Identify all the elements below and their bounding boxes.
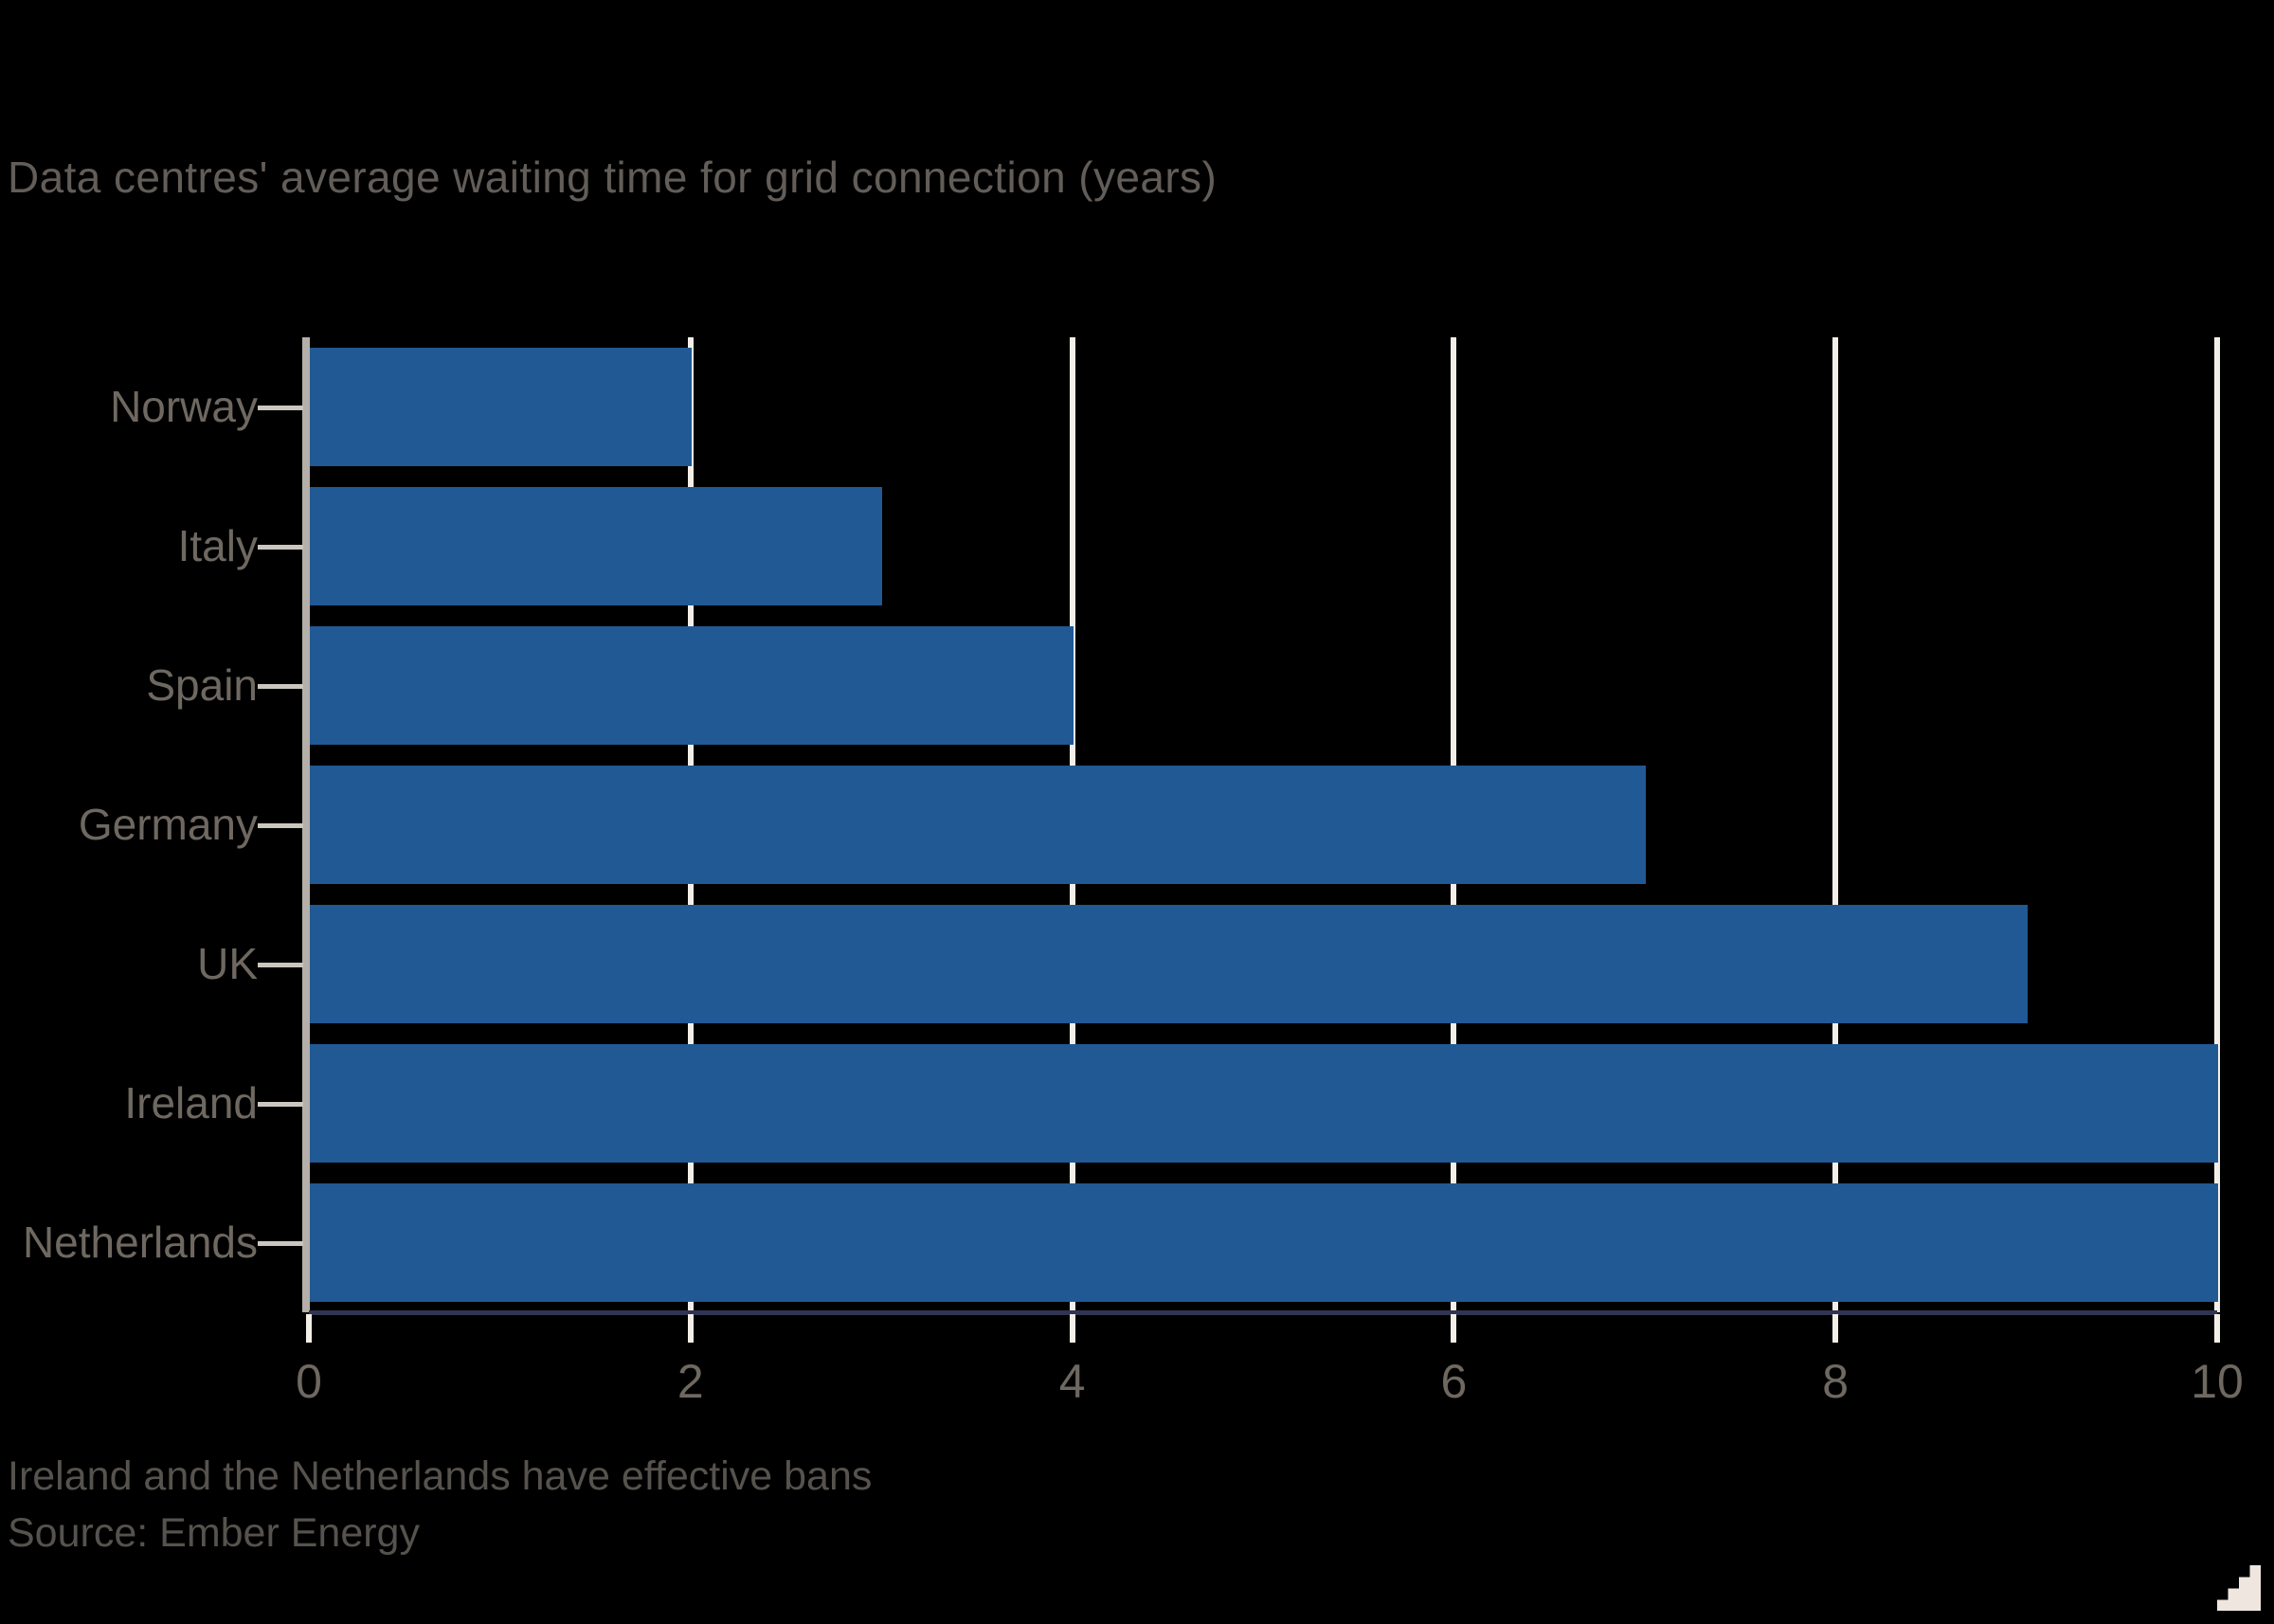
category-tick-netherlands	[258, 1240, 303, 1246]
x-axis-tick-label-6: 6	[1440, 1355, 1468, 1408]
x-axis-baseline	[309, 1310, 2217, 1315]
category-tick-germany	[258, 822, 303, 828]
x-axis-tick-8	[1832, 1314, 1839, 1343]
category-label-germany: Germany	[78, 799, 258, 849]
x-axis-tick-2	[687, 1314, 694, 1343]
x-axis-tick-4	[1069, 1314, 1075, 1343]
bar-norway	[310, 348, 692, 466]
gridline-10	[2214, 337, 2220, 1312]
x-axis-tick-label-2: 2	[677, 1355, 704, 1408]
category-label-ireland: Ireland	[124, 1077, 258, 1128]
bar-netherlands	[310, 1183, 2218, 1302]
chart-source: Source: Ember Energy	[8, 1510, 420, 1556]
bar-italy	[310, 487, 883, 605]
x-axis-tick-6	[1451, 1314, 1457, 1343]
x-axis-tick-label-8: 8	[1822, 1355, 1850, 1408]
category-label-italy: Italy	[177, 520, 258, 570]
x-axis-tick-label-4: 4	[1058, 1355, 1086, 1408]
bar-spain	[310, 626, 1074, 745]
category-tick-spain	[258, 683, 303, 689]
gridline-8	[1832, 337, 1839, 1312]
plot-area: 0 2 4 6 8 10	[258, 337, 2244, 1408]
bar-uk	[310, 905, 2028, 1023]
category-tick-ireland	[258, 1101, 303, 1107]
chart-footnote: Ireland and the Netherlands have effecti…	[8, 1453, 873, 1499]
category-tick-norway	[258, 405, 303, 410]
bar-germany	[310, 766, 1646, 884]
category-label-spain: Spain	[146, 659, 258, 710]
category-tick-italy	[258, 544, 303, 550]
expand-icon[interactable]	[2217, 1565, 2261, 1611]
y-axis-line	[302, 337, 310, 1312]
x-axis-tick-label-10: 10	[2191, 1355, 2244, 1408]
x-axis-tick-0	[306, 1314, 312, 1343]
bar-ireland	[310, 1044, 2218, 1163]
chart-title: Data centres' average waiting time for g…	[8, 153, 1218, 202]
x-axis-tick-label-0: 0	[296, 1355, 322, 1408]
category-label-norway: Norway	[110, 381, 258, 431]
category-tick-uk	[258, 962, 303, 967]
category-label-uk: UK	[197, 938, 258, 988]
x-axis-tick-10	[2214, 1314, 2220, 1343]
category-label-netherlands: Netherlands	[22, 1217, 258, 1267]
